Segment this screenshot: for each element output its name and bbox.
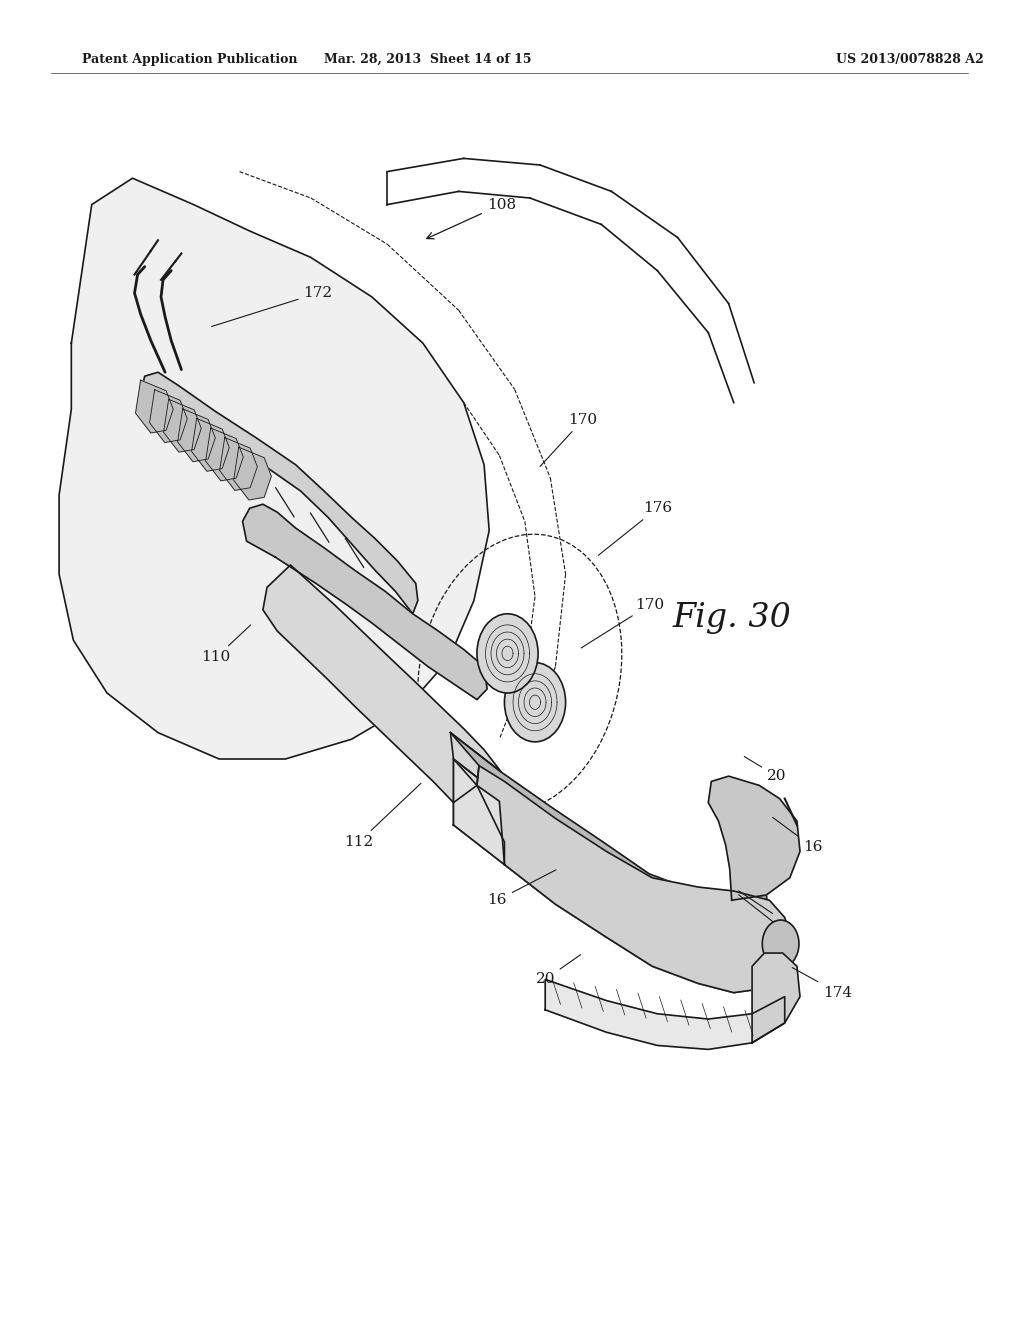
- Polygon shape: [219, 438, 257, 491]
- Polygon shape: [206, 428, 244, 480]
- Circle shape: [477, 614, 538, 693]
- Text: US 2013/0078828 A2: US 2013/0078828 A2: [836, 53, 983, 66]
- Text: 20: 20: [536, 954, 581, 986]
- Text: 172: 172: [212, 286, 333, 326]
- Polygon shape: [477, 766, 793, 993]
- Polygon shape: [752, 953, 800, 1043]
- Polygon shape: [191, 418, 229, 471]
- Text: Mar. 28, 2013  Sheet 14 of 15: Mar. 28, 2013 Sheet 14 of 15: [325, 53, 531, 66]
- Text: 16: 16: [487, 870, 556, 907]
- Polygon shape: [59, 178, 489, 759]
- Circle shape: [762, 920, 799, 968]
- Polygon shape: [451, 733, 769, 927]
- Text: 174: 174: [793, 968, 852, 999]
- Polygon shape: [454, 759, 505, 865]
- Polygon shape: [135, 380, 173, 433]
- Polygon shape: [233, 447, 271, 500]
- Polygon shape: [454, 803, 769, 993]
- Text: 110: 110: [202, 624, 251, 664]
- Text: 112: 112: [344, 783, 421, 849]
- Polygon shape: [263, 565, 502, 803]
- Polygon shape: [545, 979, 784, 1049]
- Polygon shape: [709, 776, 800, 900]
- Polygon shape: [454, 759, 769, 966]
- Polygon shape: [243, 504, 487, 700]
- Text: 170: 170: [582, 598, 665, 648]
- Text: 170: 170: [540, 413, 597, 466]
- Text: Patent Application Publication: Patent Application Publication: [82, 53, 297, 66]
- Text: 108: 108: [427, 198, 516, 239]
- Text: 16: 16: [773, 817, 823, 854]
- Text: 176: 176: [598, 502, 672, 556]
- Polygon shape: [140, 372, 418, 614]
- Polygon shape: [150, 389, 187, 442]
- Polygon shape: [164, 399, 202, 451]
- Circle shape: [505, 663, 565, 742]
- Text: Fig. 30: Fig. 30: [673, 602, 792, 634]
- Text: 20: 20: [744, 756, 786, 783]
- Polygon shape: [177, 409, 215, 462]
